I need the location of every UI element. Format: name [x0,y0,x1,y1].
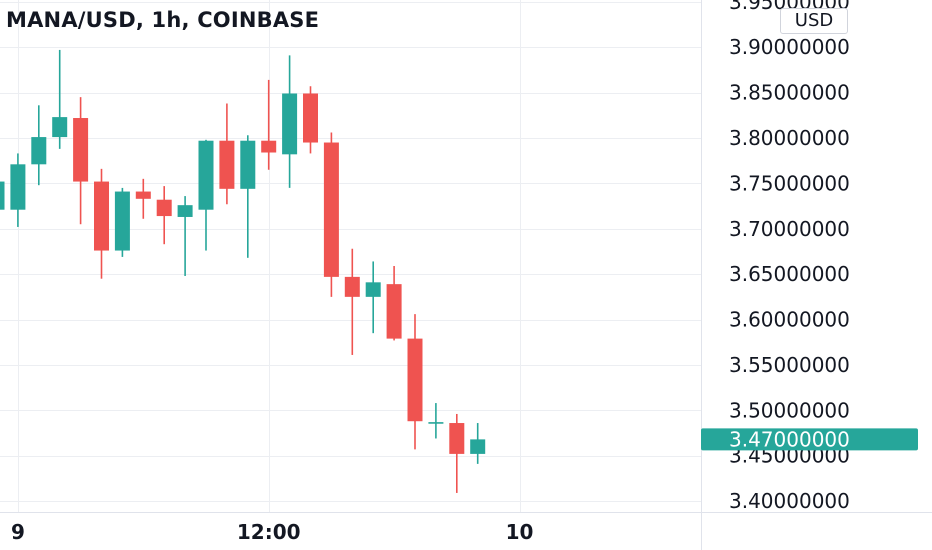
time-tick-label: 12:00 [237,520,301,544]
candle [114,187,130,257]
candle-body [365,282,381,297]
candle [52,49,68,149]
candle [31,105,47,186]
candle-body [303,93,318,143]
candle [344,248,360,355]
candle [198,139,214,251]
price-tick-label: 3.50000000 [729,398,850,422]
price-tick-label: 3.85000000 [729,81,850,105]
candle [135,178,151,219]
price-tick-label: 3.70000000 [729,217,850,241]
candle [282,55,298,188]
candle-body [386,284,402,339]
candle-body [52,117,68,138]
candle-body [344,276,360,297]
chart-title: MANA/USD, 1h, COINBASE [6,8,320,32]
candle-body [73,118,89,182]
candle-body [177,205,193,217]
candle [365,261,381,334]
candle [261,79,277,170]
price-tick-label: 3.75000000 [729,171,850,195]
candle [10,153,26,227]
candle [0,181,5,210]
candle [407,314,423,450]
candle [73,97,89,225]
candle-body [198,140,214,210]
candle [303,86,318,154]
price-tick-label: 3.90000000 [729,35,850,59]
price-tick-label: 3.65000000 [729,262,850,286]
candle-body [407,338,423,422]
candle-body [31,137,47,165]
last-price-marker: 3.47000000 [701,427,918,451]
price-tick-label: 3.60000000 [729,308,850,332]
candle-body [449,423,465,454]
price-tick-label: 3.80000000 [729,126,850,150]
candle-body [135,191,151,199]
candle-body [261,140,277,153]
last-price-label: 3.47000000 [729,427,850,451]
candle [156,186,172,245]
last-price-badge [701,428,918,451]
price-tick-label: 3.40000000 [729,489,850,513]
currency-button[interactable]: USD [780,8,848,34]
price-tick-label: 3.55000000 [729,353,850,377]
candle-body [0,181,5,210]
candle-body [219,140,235,189]
candle-body [470,439,486,454]
candle-body [428,422,444,424]
candle-body [323,142,339,277]
time-axis[interactable]: 9 12:00 10 [11,520,533,544]
candle [219,103,235,205]
time-tick-label: 9 [11,520,25,544]
candle-body [114,191,130,251]
candle-body [10,164,26,210]
candle [449,413,465,493]
candle [323,132,339,297]
candle [177,196,193,276]
candle-body [156,199,172,217]
candle [386,265,402,341]
time-tick-label: 10 [506,520,534,544]
candle [428,403,444,439]
candle [470,423,486,464]
candle-body [282,93,298,155]
candle-body [94,181,109,251]
candles [0,49,486,493]
candle [94,168,109,279]
candle-body [240,140,256,189]
candle [240,135,256,258]
chart-grid [0,0,701,512]
